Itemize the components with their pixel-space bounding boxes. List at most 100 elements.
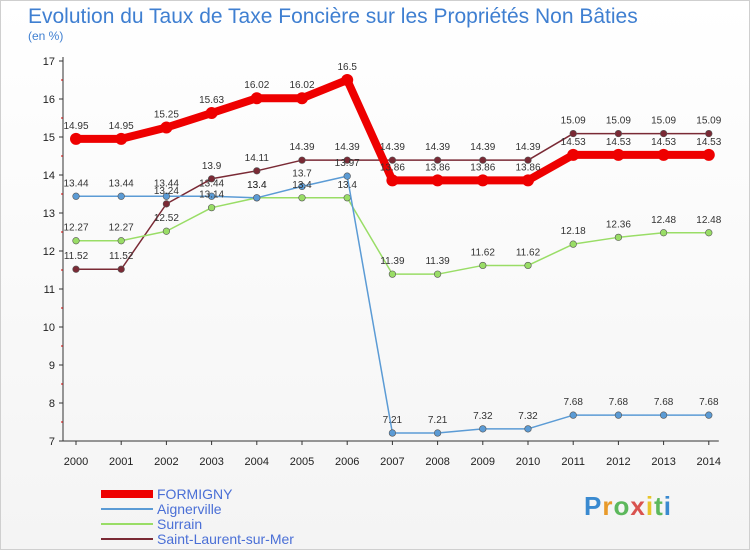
data-point-aignerville [524,425,532,433]
legend-label-formigny: FORMIGNY [157,485,233,502]
data-label-saint-laurent-sur-mer: 14.39 [470,142,495,153]
x-tick-label: 2004 [245,456,269,468]
data-label-saint-laurent-sur-mer: 13.24 [154,186,179,197]
data-label-saint-laurent-sur-mer: 14.39 [335,142,360,153]
data-label-saint-laurent-sur-mer: 11.52 [109,251,134,262]
data-label-formigny: 15.63 [199,95,224,106]
legend-label-surrain: Surrain [157,515,203,532]
y-tick-label: 7 [49,436,55,448]
legend-item-saint-laurent: Saint-Laurent-sur-Mer [101,530,294,547]
y-tick-label: 8 [49,398,55,410]
data-point-formigny [476,174,489,187]
y-tick-label: 12 [43,246,55,258]
data-label-saint-laurent-sur-mer: 15.09 [696,116,721,127]
data-label-surrain: 12.27 [63,223,88,234]
data-point-surrain [208,204,216,212]
proxiti-logo-letter: o [613,491,631,521]
data-label-formigny: 13.86 [425,162,450,173]
data-point-saint-laurent-sur-mer [659,129,668,138]
x-tick-label: 2011 [561,456,585,468]
data-point-aignerville [614,411,623,419]
data-point-saint-laurent-sur-mer [253,167,261,175]
data-point-formigny [205,107,218,120]
x-tick-label: 2010 [516,456,540,468]
data-point-formigny [567,148,580,161]
proxiti-logo-letter: x [630,491,646,521]
data-point-formigny [431,174,444,187]
data-point-aignerville [162,192,170,200]
data-point-aignerville [705,411,713,419]
y-tick-label: 13 [43,208,55,220]
data-point-aignerville [117,192,125,200]
x-tick-label: 2007 [380,456,404,468]
x-tick-label: 2008 [425,456,449,468]
data-point-saint-laurent-sur-mer [524,156,532,164]
data-label-surrain: 11.62 [471,247,496,258]
data-label-surrain: 13.4 [247,180,267,191]
data-point-surrain [569,240,577,248]
data-point-saint-laurent-sur-mer [298,156,306,164]
data-label-saint-laurent-sur-mer: 15.09 [651,116,676,127]
data-point-formigny [612,148,625,161]
data-point-aignerville [569,411,577,419]
data-point-surrain [614,233,623,241]
data-point-surrain [705,229,713,237]
data-label-saint-laurent-sur-mer: 15.09 [561,116,586,127]
data-point-formigny [115,132,128,145]
x-tick-label: 2009 [471,456,495,468]
x-tick-label: 2002 [154,456,178,468]
data-label-surrain: 12.36 [606,219,631,230]
data-label-saint-laurent-sur-mer: 15.09 [606,116,631,127]
chart-unit: (en %) [28,29,64,43]
data-point-formigny [341,74,354,86]
data-label-saint-laurent-sur-mer: 14.11 [245,153,270,164]
data-point-aignerville [479,425,487,433]
data-label-aignerville: 7.68 [609,397,629,408]
legend-swatch-saint-laurent [101,537,153,540]
data-label-surrain: 11.39 [380,256,405,267]
data-label-formigny: 14.95 [63,121,88,132]
data-point-surrain [434,270,442,278]
data-label-formigny: 14.53 [696,137,721,148]
data-label-saint-laurent-sur-mer: 13.9 [202,161,222,172]
legend-swatch-aignerville [101,507,153,510]
y-tick-label: 9 [49,360,55,372]
data-point-aignerville [253,194,261,202]
data-label-saint-laurent-sur-mer: 14.39 [289,142,314,153]
data-point-surrain [479,261,487,270]
legend-item-surrain: Surrain [101,515,294,532]
legend-swatch-formigny [101,489,153,498]
legend-item-aignerville: Aignerville [101,501,294,517]
proxiti-logo-letter: r [602,491,614,521]
y-tick-label: 16 [43,94,55,106]
data-label-formigny: 16.02 [289,80,314,91]
data-point-formigny [657,148,670,161]
proxiti-logo: Proxiti [584,491,672,522]
chart-title: Evolution du Taux de Taxe Foncière sur l… [28,5,638,28]
data-label-aignerville: 7.21 [383,415,403,426]
data-label-formigny: 14.53 [606,137,631,148]
data-point-saint-laurent-sur-mer [388,156,397,164]
data-point-aignerville [388,429,397,437]
data-label-saint-laurent-sur-mer: 14.39 [425,142,450,153]
data-point-formigny [702,148,715,161]
data-point-saint-laurent-sur-mer [705,129,713,138]
data-point-saint-laurent-sur-mer [343,156,351,164]
y-tick-label: 11 [44,284,55,296]
data-label-aignerville: 7.32 [473,411,493,422]
data-label-formigny: 14.95 [109,121,134,132]
y-tick-label: 17 [43,56,55,68]
data-label-aignerville: 13.97 [335,158,360,169]
data-label-saint-laurent-sur-mer: 11.52 [64,251,89,262]
data-point-surrain [72,237,80,245]
x-tick-label: 2000 [64,456,88,468]
data-label-formigny: 14.53 [651,137,676,148]
data-label-surrain: 12.27 [109,223,134,234]
x-tick-label: 2012 [606,456,630,468]
data-point-saint-laurent-sur-mer [479,156,487,164]
data-point-surrain [343,194,351,202]
data-point-saint-laurent-sur-mer [569,129,577,138]
legend-label-saint-laurent: Saint-Laurent-sur-Mer [157,530,294,547]
x-tick-label: 2005 [290,456,314,468]
